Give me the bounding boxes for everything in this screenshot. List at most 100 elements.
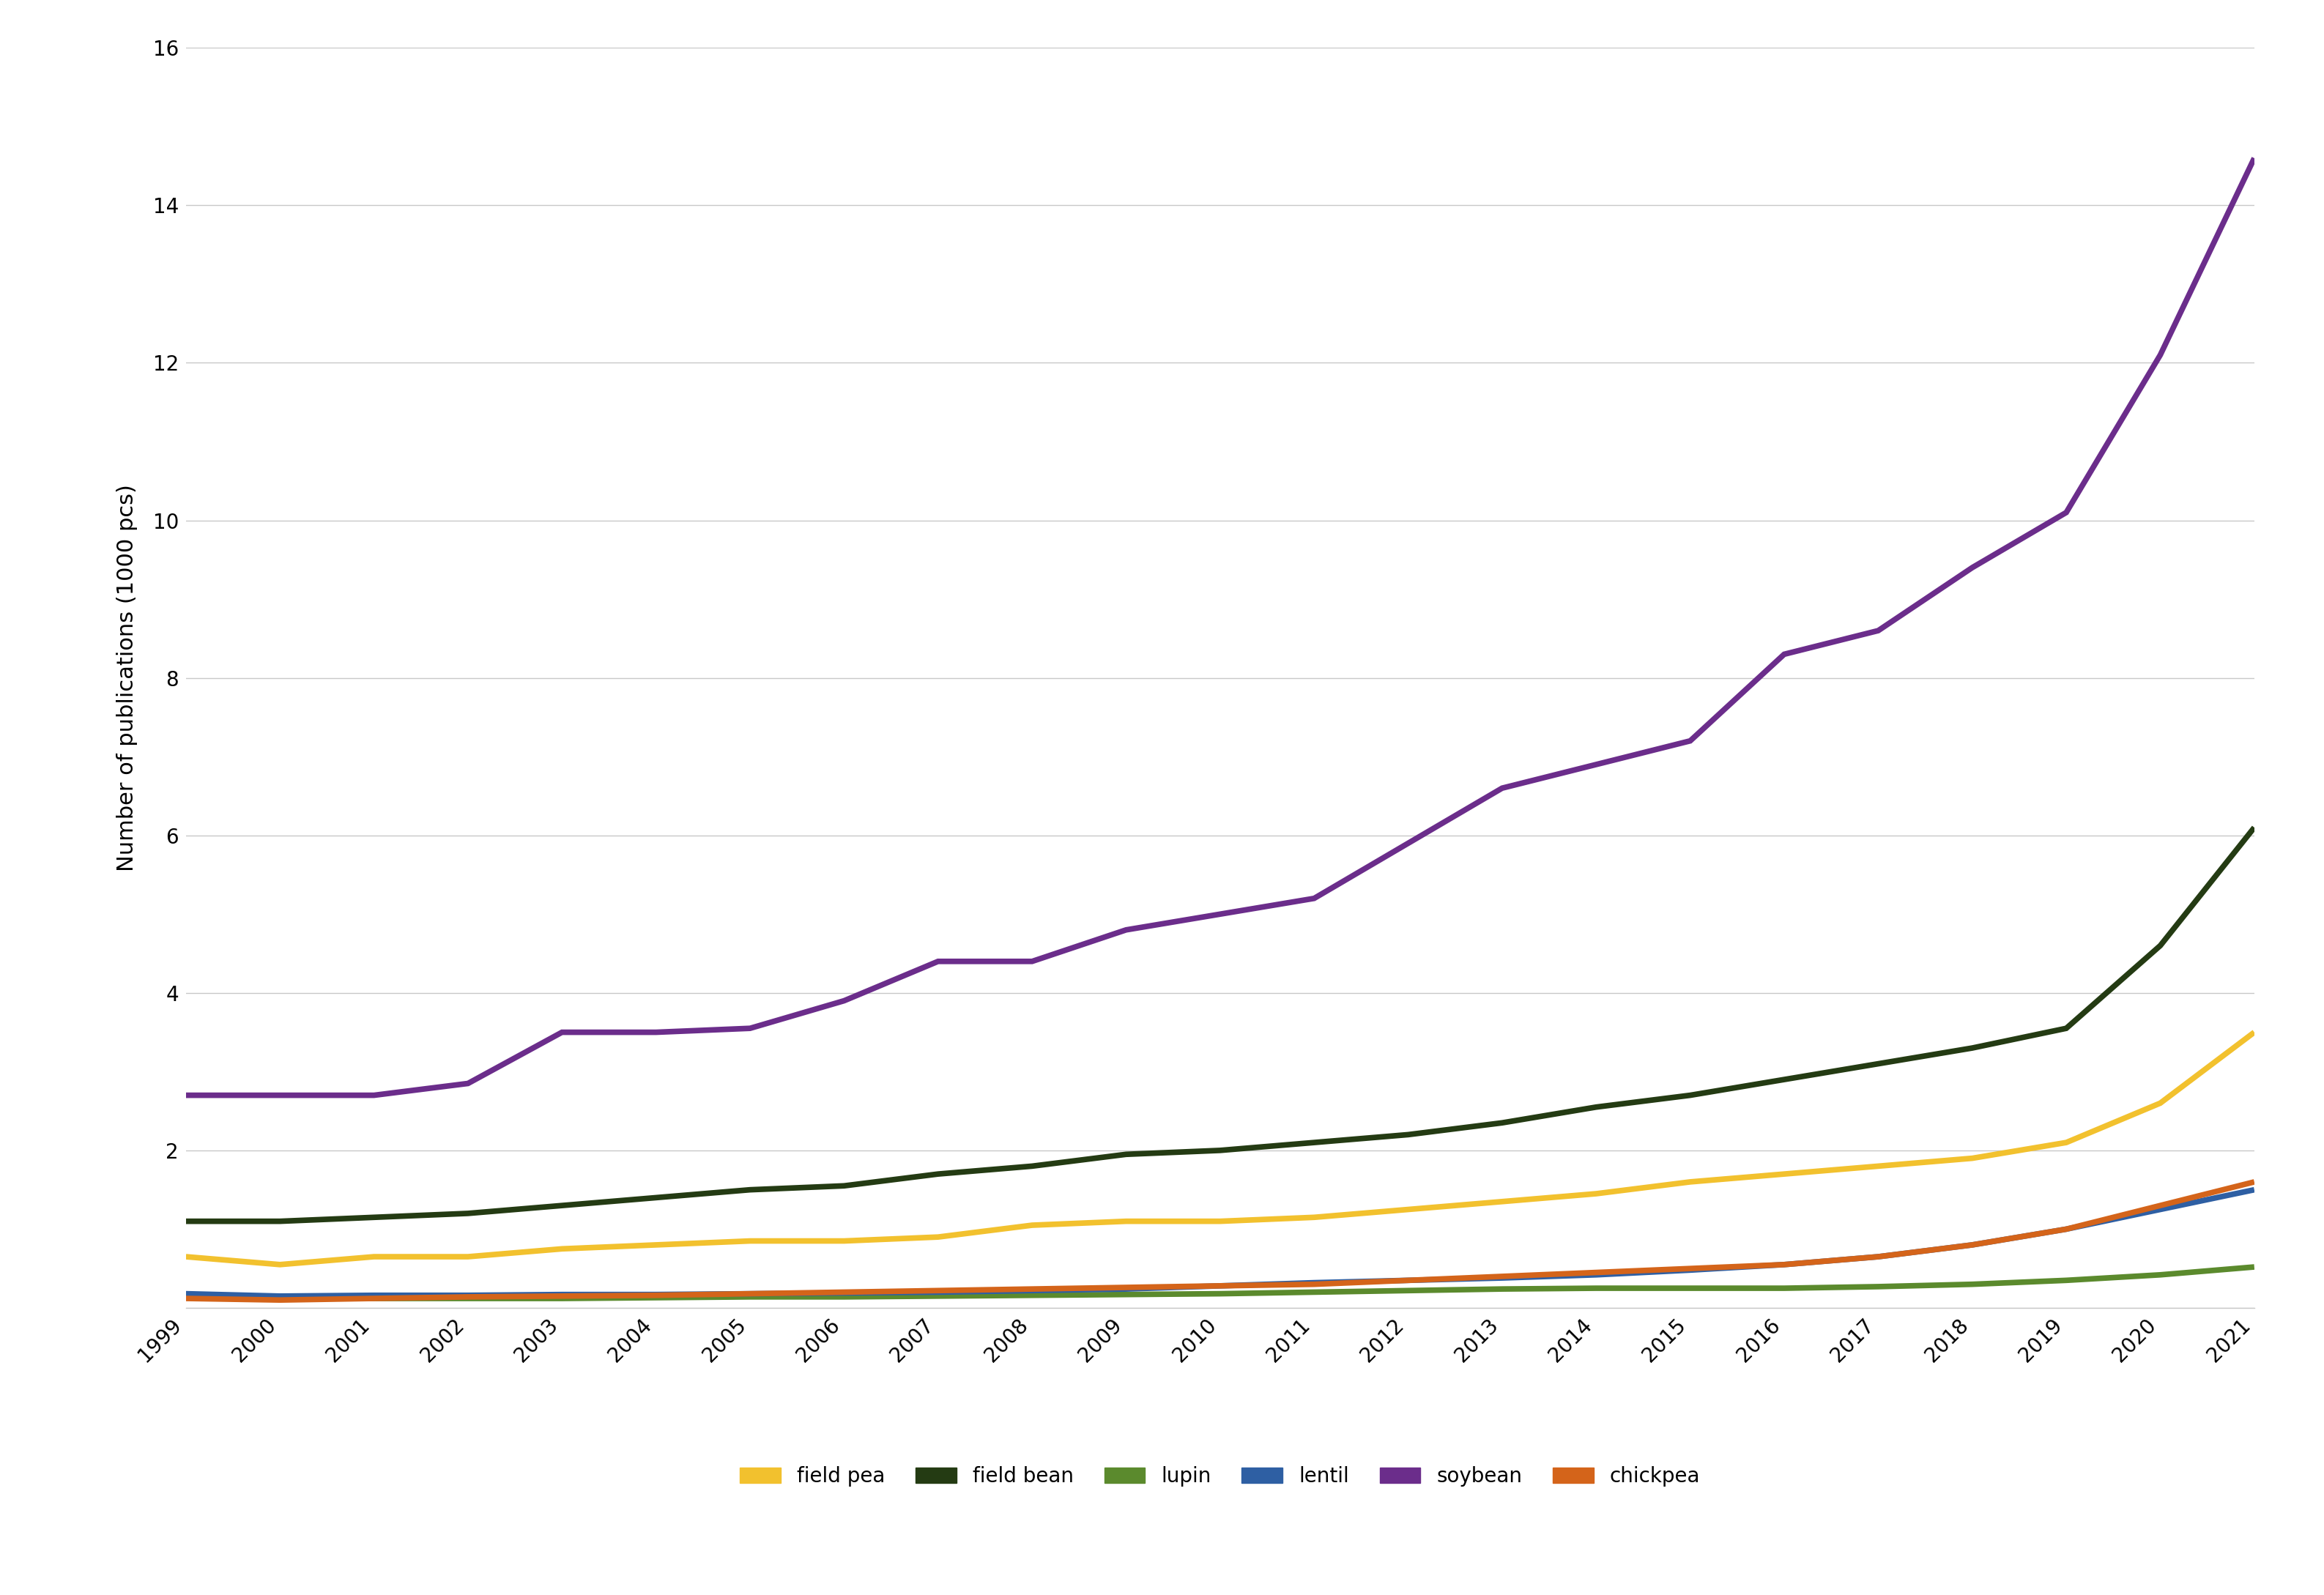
field bean bbox=[265, 1212, 293, 1231]
field bean bbox=[925, 1164, 953, 1183]
lupin bbox=[2147, 1265, 2175, 1284]
chickpea bbox=[360, 1289, 388, 1308]
field bean bbox=[1864, 1054, 1892, 1073]
field pea bbox=[1018, 1215, 1046, 1235]
chickpea bbox=[548, 1287, 576, 1306]
Legend: field pea, field bean, lupin, lentil, soybean, chickpea: field pea, field bean, lupin, lentil, so… bbox=[739, 1466, 1701, 1487]
lupin bbox=[453, 1289, 481, 1308]
lupin bbox=[830, 1287, 858, 1306]
field pea bbox=[265, 1255, 293, 1274]
chickpea bbox=[925, 1281, 953, 1300]
field bean bbox=[1487, 1113, 1515, 1132]
lupin bbox=[172, 1287, 200, 1306]
field bean bbox=[2052, 1019, 2080, 1038]
lentil bbox=[265, 1287, 293, 1306]
chickpea bbox=[2240, 1172, 2268, 1191]
lentil bbox=[1394, 1271, 1422, 1290]
lentil bbox=[1676, 1260, 1703, 1279]
soybean bbox=[1771, 644, 1799, 664]
lentil bbox=[453, 1286, 481, 1305]
lentil bbox=[1864, 1247, 1892, 1266]
chickpea bbox=[1487, 1266, 1515, 1286]
soybean bbox=[925, 952, 953, 971]
Line: field bean: field bean bbox=[186, 828, 2254, 1222]
field bean bbox=[830, 1176, 858, 1195]
Y-axis label: Number of publications (1000 pcs): Number of publications (1000 pcs) bbox=[116, 485, 137, 871]
field bean bbox=[1771, 1070, 1799, 1089]
soybean bbox=[737, 1019, 765, 1038]
lupin bbox=[2052, 1271, 2080, 1290]
soybean bbox=[641, 1022, 669, 1042]
lentil bbox=[737, 1284, 765, 1303]
chickpea bbox=[265, 1290, 293, 1309]
Line: soybean: soybean bbox=[186, 158, 2254, 1096]
lentil bbox=[2052, 1220, 2080, 1239]
field bean bbox=[548, 1196, 576, 1215]
chickpea bbox=[737, 1284, 765, 1303]
field pea bbox=[830, 1231, 858, 1250]
chickpea bbox=[641, 1286, 669, 1305]
soybean bbox=[1206, 904, 1234, 924]
soybean bbox=[1583, 754, 1611, 774]
field pea bbox=[1113, 1212, 1141, 1231]
lupin bbox=[1864, 1278, 1892, 1297]
lupin bbox=[265, 1289, 293, 1308]
lentil bbox=[1299, 1273, 1327, 1292]
chickpea bbox=[1018, 1279, 1046, 1298]
soybean bbox=[1676, 731, 1703, 751]
lupin bbox=[641, 1289, 669, 1308]
lentil bbox=[925, 1282, 953, 1302]
field pea bbox=[1487, 1191, 1515, 1211]
field pea bbox=[1676, 1172, 1703, 1191]
lupin bbox=[1113, 1286, 1141, 1305]
field pea bbox=[1299, 1207, 1327, 1227]
lentil bbox=[172, 1284, 200, 1303]
Line: field pea: field pea bbox=[186, 1032, 2254, 1265]
lupin bbox=[925, 1287, 953, 1306]
chickpea bbox=[1583, 1263, 1611, 1282]
lupin bbox=[548, 1289, 576, 1308]
soybean bbox=[548, 1022, 576, 1042]
field pea bbox=[548, 1239, 576, 1258]
field pea bbox=[1206, 1212, 1234, 1231]
lupin bbox=[1959, 1274, 1987, 1294]
soybean bbox=[172, 1086, 200, 1105]
soybean bbox=[2240, 148, 2268, 167]
chickpea bbox=[1864, 1247, 1892, 1266]
lentil bbox=[1487, 1268, 1515, 1287]
chickpea bbox=[1676, 1258, 1703, 1278]
field bean bbox=[360, 1207, 388, 1227]
chickpea bbox=[1394, 1271, 1422, 1290]
soybean bbox=[1113, 920, 1141, 939]
lupin bbox=[360, 1289, 388, 1308]
lupin bbox=[1206, 1284, 1234, 1303]
lentil bbox=[360, 1286, 388, 1305]
lentil bbox=[1206, 1276, 1234, 1295]
field bean bbox=[1113, 1145, 1141, 1164]
soybean bbox=[1959, 558, 1987, 577]
lentil bbox=[548, 1286, 576, 1305]
soybean bbox=[830, 990, 858, 1010]
field bean bbox=[1018, 1156, 1046, 1176]
chickpea bbox=[830, 1282, 858, 1302]
field bean bbox=[1206, 1140, 1234, 1160]
field pea bbox=[1959, 1148, 1987, 1168]
field bean bbox=[2147, 936, 2175, 955]
soybean bbox=[265, 1086, 293, 1105]
lupin bbox=[1018, 1286, 1046, 1305]
lentil bbox=[830, 1284, 858, 1303]
field bean bbox=[1676, 1086, 1703, 1105]
field pea bbox=[2240, 1022, 2268, 1042]
lentil bbox=[2240, 1180, 2268, 1199]
field bean bbox=[737, 1180, 765, 1199]
field bean bbox=[1394, 1124, 1422, 1144]
soybean bbox=[360, 1086, 388, 1105]
chickpea bbox=[1113, 1278, 1141, 1297]
soybean bbox=[1864, 620, 1892, 640]
lentil bbox=[1018, 1281, 1046, 1300]
soybean bbox=[453, 1073, 481, 1093]
field pea bbox=[1583, 1183, 1611, 1203]
chickpea bbox=[1959, 1236, 1987, 1255]
soybean bbox=[1487, 778, 1515, 798]
chickpea bbox=[172, 1289, 200, 1308]
